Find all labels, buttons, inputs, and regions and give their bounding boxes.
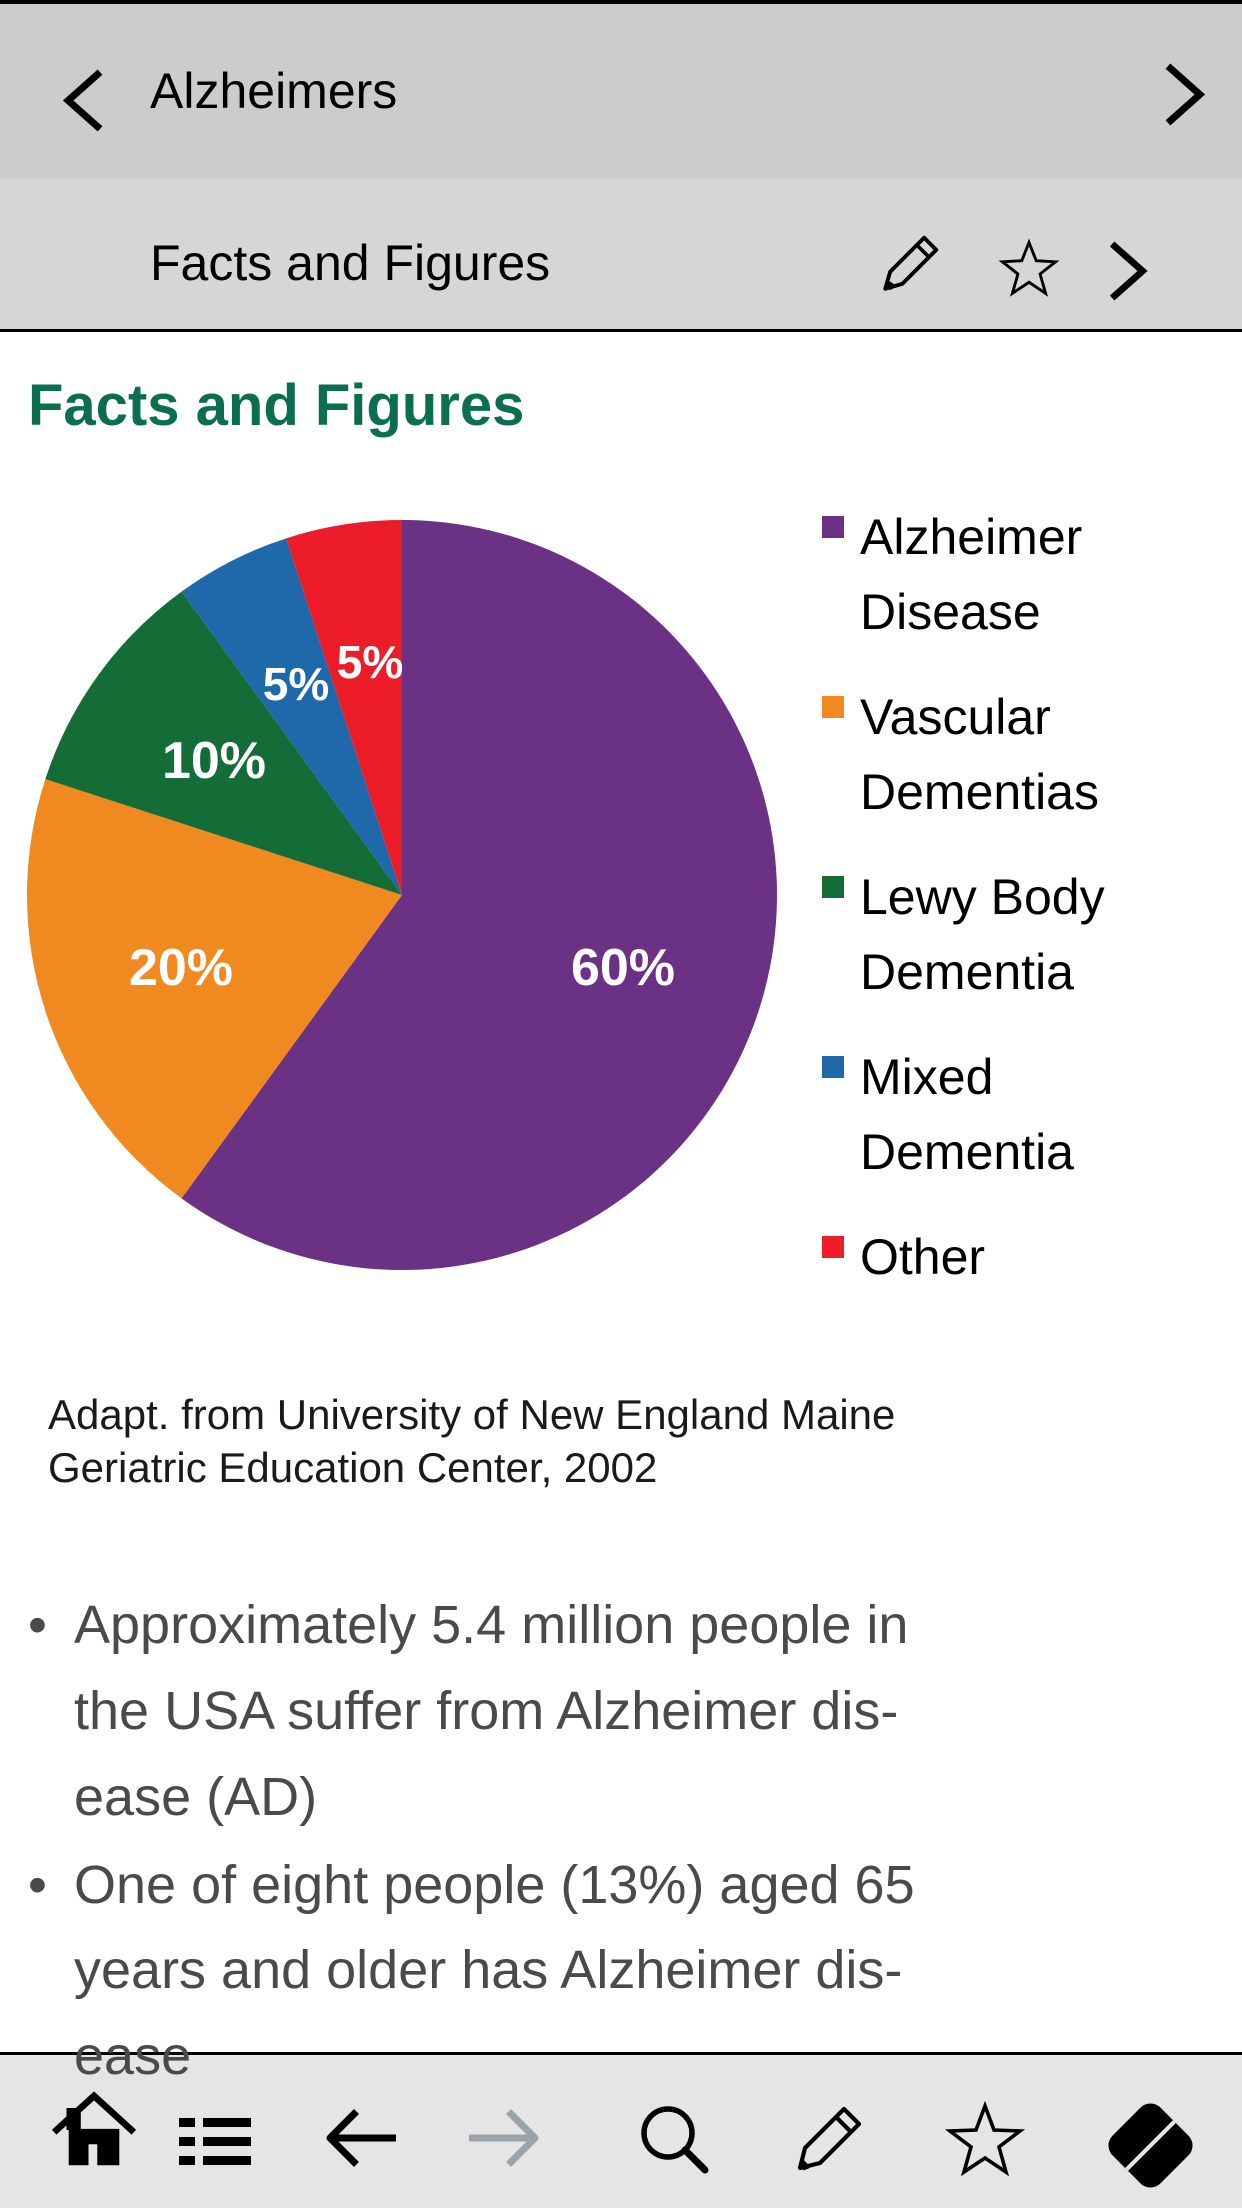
svg-text:5%: 5% — [263, 658, 329, 710]
svg-text:60%: 60% — [571, 939, 675, 997]
svg-text:5%: 5% — [337, 636, 403, 688]
svg-text:20%: 20% — [129, 939, 233, 997]
svg-text:10%: 10% — [162, 732, 266, 790]
